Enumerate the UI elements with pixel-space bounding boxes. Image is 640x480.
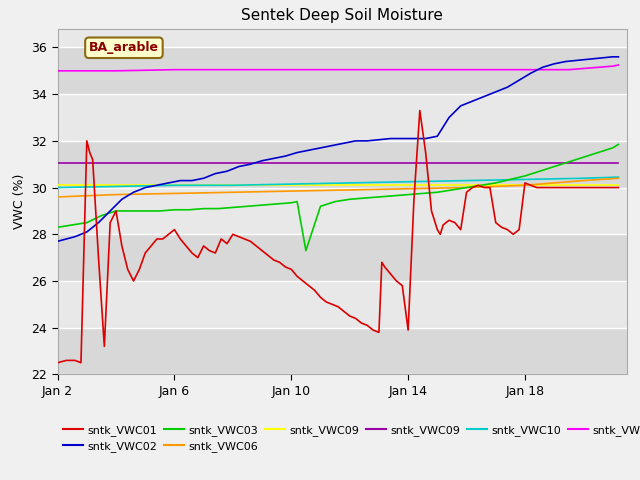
Bar bbox=[58, 94, 627, 141]
Y-axis label: VWC (%): VWC (%) bbox=[13, 174, 26, 229]
Bar bbox=[58, 281, 627, 328]
Legend: sntk_VWC01, sntk_VWC02, sntk_VWC03, sntk_VWC06, sntk_VWC09, sntk_VWC09, sntk_VWC: sntk_VWC01, sntk_VWC02, sntk_VWC03, sntk… bbox=[63, 425, 640, 452]
Bar bbox=[58, 48, 627, 94]
Text: BA_arable: BA_arable bbox=[89, 41, 159, 54]
Bar bbox=[58, 328, 627, 374]
Title: Sentek Deep Soil Moisture: Sentek Deep Soil Moisture bbox=[241, 9, 444, 24]
Bar bbox=[58, 234, 627, 281]
Bar bbox=[58, 188, 627, 234]
Bar bbox=[58, 141, 627, 188]
